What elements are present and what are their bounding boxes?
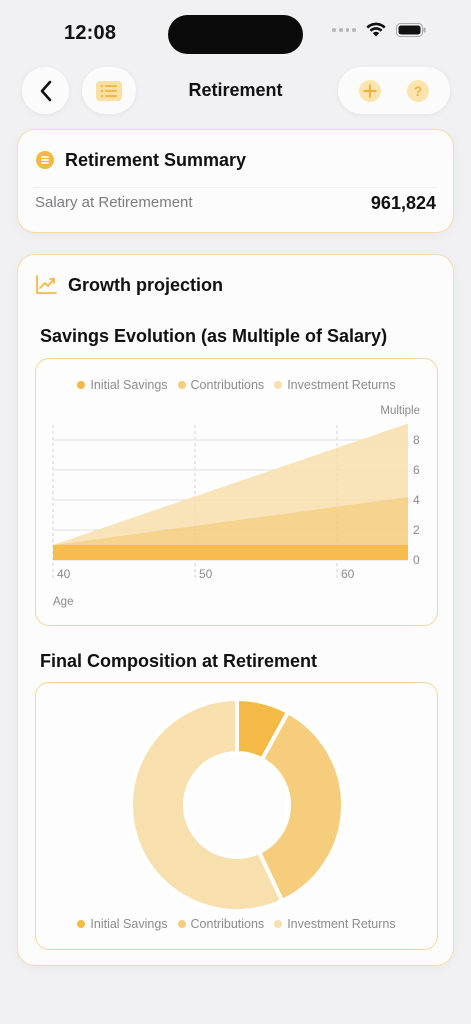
legend-label: Investment Returns	[287, 917, 396, 931]
x-tick-label: 50	[199, 567, 213, 581]
composition-donut-chart	[129, 697, 345, 913]
slice-contributions	[257, 710, 345, 903]
salary-value: 961,824	[370, 193, 436, 213]
legend-item-contributions: Contributions	[177, 917, 265, 931]
area-chart-box: Initial Savings Contributions Investment…	[35, 358, 438, 626]
x-tick-label: 60	[341, 567, 355, 581]
legend-item-contributions: Contributions	[177, 378, 265, 392]
growth-projection-card: Growth projection Savings Evolution (as …	[17, 254, 454, 966]
summary-title: Retirement Summary	[65, 150, 247, 170]
y-axis-label: Multiple	[380, 405, 420, 417]
x-tick-label: 40	[57, 567, 71, 581]
final-composition-title: Final Composition at Retirement	[40, 651, 318, 671]
list-circle-icon	[36, 151, 54, 169]
status-icons	[332, 22, 426, 37]
y-tick-label: 8	[413, 433, 420, 447]
retirement-summary-card: Retirement Summary Salary at Retirememen…	[17, 129, 454, 233]
x-axis-label: Age	[53, 596, 73, 608]
legend-dot	[274, 381, 283, 389]
divider	[34, 187, 437, 188]
y-tick-label: 0	[413, 553, 420, 567]
legend-item-returns: Investment Returns	[274, 378, 396, 392]
signal-icon	[332, 27, 356, 32]
legend-dot	[77, 920, 86, 928]
legend-dot	[77, 381, 86, 389]
donut-chart-box: Initial Savings Contributions Investment…	[35, 682, 438, 950]
savings-area-chart: 0 2 4 6 8 40 50 60 Multiple Age	[52, 405, 420, 608]
salary-label: Salary at Retiremement	[35, 194, 193, 211]
area-contributions	[53, 497, 408, 545]
battery-icon	[396, 22, 426, 37]
list-icon	[96, 80, 122, 101]
status-time: 12:08	[64, 22, 117, 44]
savings-evolution-title: Savings Evolution (as Multiple of Salary…	[40, 326, 388, 346]
page-title: Retirement	[188, 80, 283, 100]
chart-trend-icon	[36, 275, 57, 294]
svg-text:?: ?	[414, 83, 423, 99]
dynamic-island	[168, 15, 303, 54]
y-tick-label: 2	[413, 523, 420, 537]
legend-item-initial: Initial Savings	[77, 378, 168, 392]
status-bar: 12:08	[0, 0, 471, 64]
area-investment-returns	[53, 423, 408, 545]
legend-label: Initial Savings	[90, 378, 168, 392]
y-tick-label: 4	[413, 493, 420, 507]
area-chart-legend: Initial Savings Contributions Investment…	[36, 378, 437, 392]
legend-dot	[274, 920, 283, 928]
plus-icon[interactable]	[358, 79, 382, 103]
question-icon[interactable]: ?	[406, 79, 430, 103]
legend-label: Contributions	[190, 378, 265, 392]
legend-item-returns: Investment Returns	[274, 917, 396, 931]
legend-dot	[177, 381, 186, 389]
legend-dot	[177, 920, 186, 928]
area-initial-savings	[53, 545, 408, 560]
y-tick-label: 6	[413, 463, 420, 477]
legend-label: Contributions	[190, 917, 265, 931]
legend-label: Investment Returns	[287, 378, 396, 392]
legend-item-initial: Initial Savings	[77, 917, 168, 931]
donut-chart-legend: Initial Savings Contributions Investment…	[36, 917, 437, 931]
slice-investment-returns	[129, 697, 285, 913]
growth-title: Growth projection	[68, 275, 223, 295]
navigation-bar: Retirement ?	[0, 64, 471, 118]
wifi-icon	[366, 22, 386, 37]
back-button[interactable]	[22, 67, 69, 114]
chevron-left-icon	[40, 80, 51, 101]
action-group: ?	[338, 67, 450, 114]
legend-label: Initial Savings	[90, 917, 168, 931]
list-button[interactable]	[82, 67, 136, 114]
